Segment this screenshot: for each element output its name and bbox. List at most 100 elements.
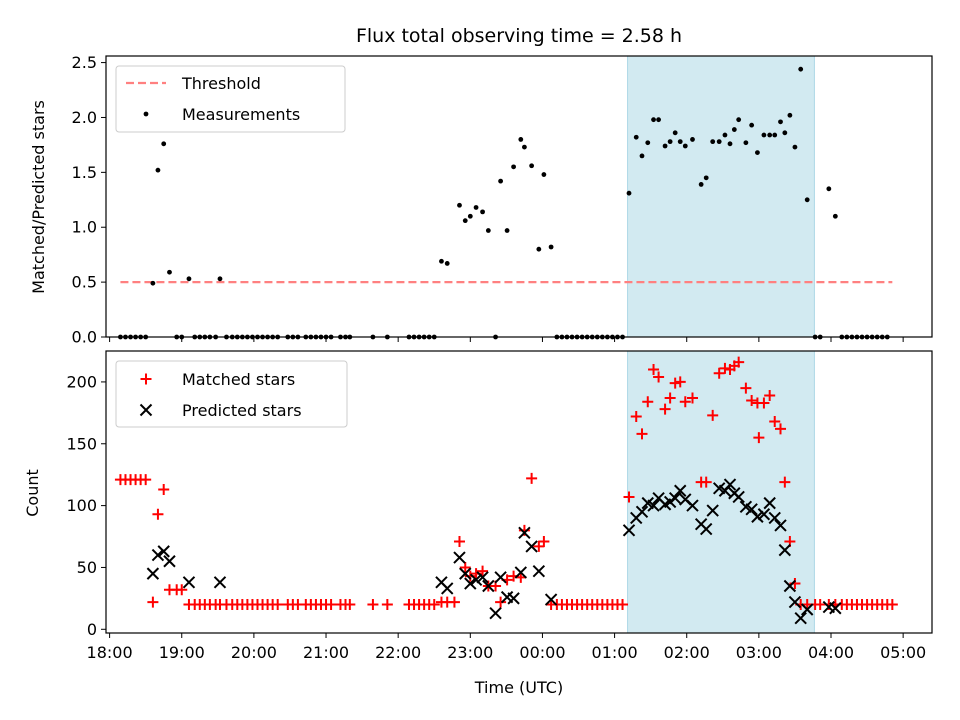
matched-stars-point — [686, 392, 698, 404]
x-tick-label: 22:00 — [375, 643, 421, 662]
y-tick-label: 100 — [66, 496, 97, 515]
matched-stars-point — [719, 362, 731, 374]
matched-stars-point — [679, 396, 691, 408]
predicted-stars-point — [668, 491, 682, 505]
matched-stars-point — [642, 396, 654, 408]
predicted-stars-point — [532, 564, 546, 578]
predicted-stars-point — [829, 602, 842, 615]
measurement-point — [457, 202, 462, 208]
measurement-point — [672, 130, 678, 136]
plot-frame — [105, 350, 933, 634]
measurement-point — [536, 246, 542, 252]
predicted-stars-point — [514, 566, 528, 579]
matched-stars-point — [176, 584, 188, 596]
measurement-point — [677, 139, 683, 145]
predicted-stars-point — [768, 511, 781, 525]
legend-threshold-label: Threshold — [181, 74, 261, 93]
y-tick-label: 0.5 — [72, 273, 97, 292]
measurement-point — [522, 144, 527, 150]
predicted-stars-point — [494, 571, 507, 584]
measurement-point — [716, 139, 722, 145]
measurement-point — [755, 150, 760, 155]
predicted-stars-point — [489, 607, 502, 620]
matched-stars-point — [707, 409, 719, 421]
measurement-point — [826, 186, 832, 192]
measurement-point — [727, 141, 733, 147]
predicted-stars-point — [453, 551, 466, 564]
measurement-point — [690, 137, 695, 142]
observing-window-span — [627, 55, 815, 338]
matched-stars-point — [147, 596, 159, 608]
measurement-point — [736, 117, 742, 123]
predicted-stars-point — [674, 484, 687, 497]
x-tick-label: 05:00 — [880, 643, 926, 662]
matched-stars-point — [538, 535, 550, 547]
matched-stars-point — [630, 411, 642, 423]
measurement-point — [682, 143, 688, 149]
legend-predicted-swatch — [139, 403, 153, 417]
matched-stars-point — [526, 472, 538, 484]
matched-stars-point — [753, 432, 765, 444]
matched-stars-point — [764, 390, 776, 402]
matched-stars-point — [477, 565, 489, 577]
predicted-stars-point — [146, 567, 160, 580]
measurement-point — [439, 258, 444, 264]
predicted-stars-point — [482, 579, 495, 593]
matched-stars-point — [367, 599, 379, 611]
predicted-stars-point — [518, 526, 531, 540]
measurement-point — [633, 134, 639, 140]
predicted-stars-point — [723, 478, 737, 491]
predicted-stars-point — [774, 519, 787, 532]
measurement-point — [667, 139, 673, 145]
matched-stars-point — [700, 476, 712, 488]
measurement-point — [798, 66, 804, 72]
matched-stars-point — [453, 535, 465, 547]
predicted-stars-point — [635, 505, 649, 518]
measurement-point — [645, 140, 651, 146]
measurement-point — [782, 130, 788, 136]
y-tick-label: 150 — [66, 434, 97, 453]
predicted-stars-point — [706, 504, 719, 517]
predicted-stars-point — [794, 611, 807, 625]
plot-frame — [105, 55, 933, 338]
measurement-point — [710, 139, 716, 145]
measurement-point — [662, 143, 668, 149]
measurement-point — [155, 167, 161, 173]
matched-stars-point — [495, 596, 507, 608]
predicted-stars-point — [788, 595, 802, 609]
measurement-point — [498, 178, 504, 184]
predicted-stars-point — [751, 510, 764, 523]
measurement-point — [626, 190, 632, 196]
predicted-stars-point — [507, 592, 520, 605]
matched-stars-point — [533, 540, 545, 552]
y-tick-label: 2.0 — [72, 108, 97, 127]
x-tick-label: 02:00 — [664, 643, 710, 662]
y-tick-label: 50 — [77, 558, 97, 577]
measurement-point — [473, 205, 479, 210]
predicted-stars-point — [157, 545, 170, 558]
y-tick-label: 0 — [87, 620, 97, 639]
predicted-stars-point — [800, 603, 814, 616]
measurement-point — [743, 140, 749, 146]
predicted-stars-point — [783, 579, 797, 593]
legend-measurements-label: Measurements — [182, 105, 300, 124]
y-tick-label: 1.0 — [72, 218, 97, 237]
predicted-stars-point — [622, 524, 636, 537]
measurement-point — [511, 164, 516, 170]
predicted-stars-point — [763, 496, 776, 510]
y-tick-label: 1.5 — [72, 163, 97, 182]
predicted-stars-point — [151, 548, 165, 562]
measurement-point — [529, 163, 535, 169]
measurement-point — [787, 112, 793, 118]
matched-stars-point — [886, 599, 898, 611]
predicted-stars-point — [699, 522, 713, 536]
matched-stars-point — [775, 423, 787, 435]
matched-stars-point — [740, 382, 752, 394]
measurement-point — [161, 141, 167, 147]
predicted-stars-point — [441, 582, 454, 595]
predicted-stars-point — [647, 499, 660, 512]
matched-stars-point — [381, 599, 393, 611]
measurement-point — [518, 137, 524, 142]
x-tick-label: 20:00 — [231, 643, 277, 662]
top-y-axis-title: Matched/Predicted stars — [29, 100, 48, 294]
